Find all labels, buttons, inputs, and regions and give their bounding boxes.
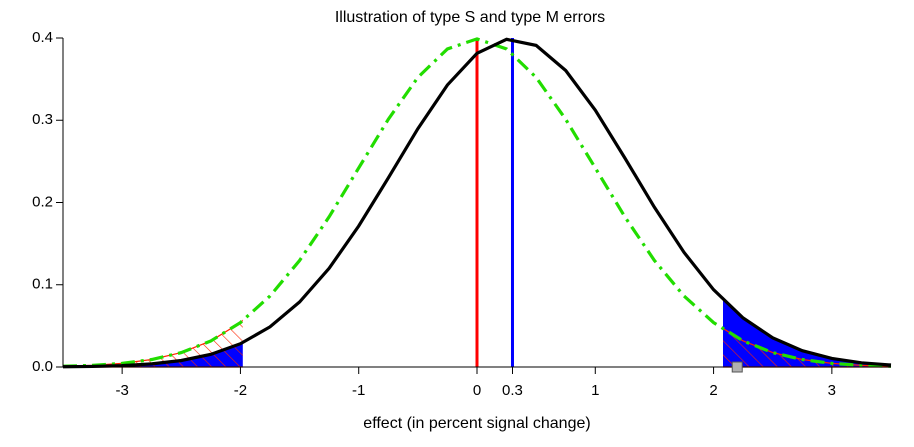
curve bbox=[62, 37, 892, 369]
x-tick-label: -3 bbox=[115, 382, 128, 399]
x-axis-title: effect (in percent signal change) bbox=[363, 415, 590, 432]
x-tick-label: 2 bbox=[709, 382, 717, 399]
rejection-region-hatch bbox=[723, 327, 892, 368]
x-tick-label: 0.3 bbox=[502, 382, 523, 399]
marker bbox=[731, 361, 743, 373]
x-tick-label: 1 bbox=[591, 382, 599, 399]
x-tick-label: -1 bbox=[352, 382, 365, 399]
x-tick-label: 0 bbox=[473, 382, 481, 399]
x-tick-label: 3 bbox=[828, 382, 836, 399]
chart-title: Illustration of type S and type M errors bbox=[335, 9, 605, 26]
curve bbox=[62, 37, 892, 368]
y-tick-label: 0.1 bbox=[32, 276, 53, 293]
x-tick-label: -2 bbox=[234, 382, 247, 399]
y-tick-label: 0.0 bbox=[32, 358, 53, 375]
y-tick-label: 0.4 bbox=[32, 29, 53, 46]
y-tick-label: 0.3 bbox=[32, 111, 53, 128]
y-tick-label: 0.2 bbox=[32, 193, 53, 210]
